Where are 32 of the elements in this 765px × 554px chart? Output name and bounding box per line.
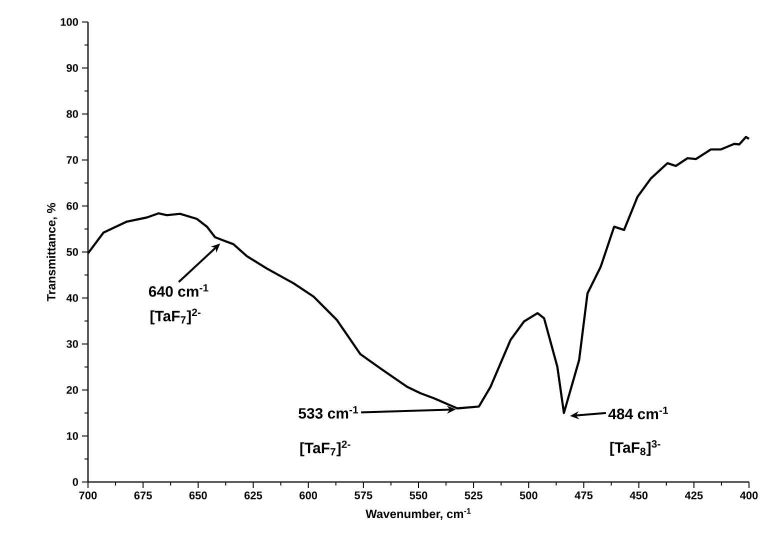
x-tick-label: 400 bbox=[740, 492, 758, 500]
annotation: [TaF$_{8}$]$^{3-}$ bbox=[610, 440, 660, 456]
x-tick-label: 425 bbox=[684, 492, 703, 500]
y-tick-label: 0 bbox=[72, 478, 78, 486]
x-tick-label: 600 bbox=[300, 492, 318, 500]
y-tick-label: 20 bbox=[66, 386, 78, 394]
x-tick-label: 625 bbox=[244, 492, 262, 500]
x-axis-title: Wavenumber, cm$^{-1}$ bbox=[366, 508, 471, 520]
y-tick-label: 10 bbox=[66, 432, 78, 440]
annotation: 640 cm$^{-1}$ bbox=[148, 284, 208, 297]
y-tick-label: 30 bbox=[66, 340, 78, 348]
x-tick-label: 450 bbox=[630, 492, 648, 500]
y-tick-label: 100 bbox=[60, 18, 78, 26]
y-tick-label: 90 bbox=[66, 64, 78, 72]
y-tick-label: 60 bbox=[66, 202, 78, 210]
x-tick-label: 700 bbox=[79, 492, 97, 500]
annotation: [TaF$_{7}$]$^{2-}$ bbox=[150, 308, 201, 324]
x-tick-label: 675 bbox=[134, 492, 152, 500]
x-tick-label: 500 bbox=[520, 492, 538, 500]
annotation: [TaF$_{7}$]$^{2-}$ bbox=[300, 440, 350, 456]
y-tick-label: 80 bbox=[66, 110, 78, 118]
y-tick-label: 40 bbox=[66, 294, 78, 302]
y-axis-title: Transmittance, % bbox=[46, 202, 58, 302]
y-tick-label: 50 bbox=[66, 248, 78, 256]
x-tick-label: 525 bbox=[464, 492, 482, 500]
annotation: 533 cm$^{-1}$ bbox=[298, 406, 358, 419]
x-tick-label: 550 bbox=[410, 492, 428, 500]
x-tick-label: 575 bbox=[354, 492, 372, 500]
y-tick-label: 70 bbox=[66, 156, 78, 164]
annotation: 484 cm$^{-1}$ bbox=[608, 406, 668, 420]
x-tick-label: 650 bbox=[189, 492, 207, 500]
x-tick-label: 475 bbox=[574, 492, 593, 500]
